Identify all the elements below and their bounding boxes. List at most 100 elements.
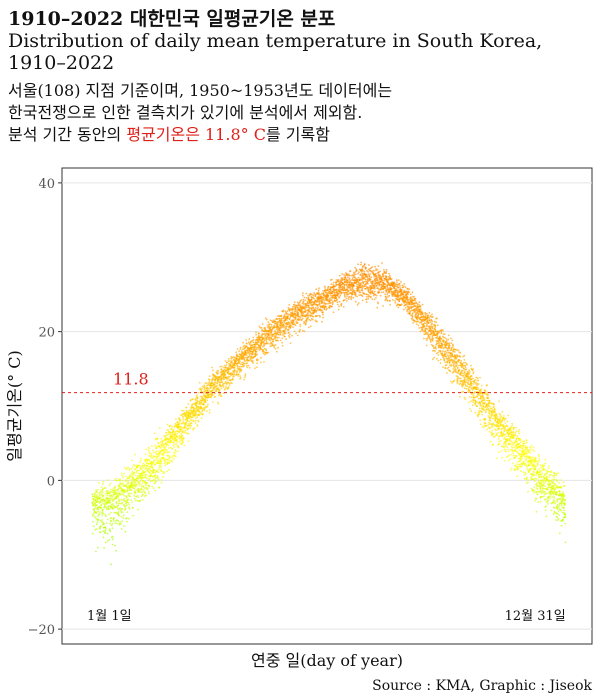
data-point [413, 295, 415, 298]
data-point [174, 432, 176, 434]
data-point [120, 482, 122, 484]
data-point [292, 308, 295, 311]
data-point [131, 466, 134, 468]
data-point [463, 359, 466, 361]
data-point [167, 451, 169, 454]
data-point [395, 279, 398, 281]
data-point [214, 378, 217, 381]
data-point [117, 494, 120, 497]
data-point [463, 371, 466, 373]
data-point [297, 306, 300, 309]
data-point [258, 332, 260, 335]
data-point [125, 480, 127, 483]
data-point [426, 312, 428, 315]
data-point [135, 484, 138, 486]
data-point [115, 493, 117, 495]
data-point [474, 411, 477, 414]
data-point [289, 327, 292, 329]
data-point [178, 423, 181, 425]
data-point [126, 499, 129, 501]
data-point [187, 427, 190, 430]
data-point [152, 471, 155, 474]
data-point [150, 474, 153, 477]
data-point [464, 366, 467, 368]
data-point [431, 358, 434, 360]
data-point [284, 315, 287, 318]
data-point [442, 329, 444, 332]
data-point [336, 301, 339, 304]
data-point [157, 477, 159, 479]
data-point [201, 387, 204, 390]
data-point [305, 292, 308, 295]
data-point [200, 401, 203, 403]
data-point [243, 358, 246, 361]
data-point [392, 299, 394, 301]
data-point [405, 298, 408, 301]
data-point [354, 266, 356, 269]
data-point [358, 287, 361, 289]
data-point [337, 294, 340, 296]
data-point [129, 495, 132, 498]
data-point [435, 347, 437, 350]
data-point [436, 335, 439, 338]
data-point [281, 344, 284, 347]
data-point [197, 420, 200, 423]
data-point [463, 354, 466, 357]
data-point [446, 344, 448, 347]
data-point [492, 432, 495, 435]
data-point [239, 346, 242, 349]
data-point [260, 361, 262, 364]
data-point [461, 375, 464, 377]
data-point [127, 517, 130, 520]
data-point [423, 322, 426, 324]
data-point [144, 492, 147, 494]
data-point [111, 500, 114, 503]
data-point [153, 469, 156, 472]
data-point [154, 455, 157, 458]
data-point [283, 321, 286, 324]
data-point [169, 446, 172, 449]
data-point [273, 333, 275, 336]
data-point [421, 320, 424, 323]
data-point [472, 368, 474, 370]
data-point [146, 477, 148, 480]
data-point [433, 356, 435, 359]
data-point [144, 484, 147, 487]
data-point [196, 416, 199, 418]
data-point [166, 441, 169, 444]
data-point [145, 494, 148, 497]
data-point [450, 356, 452, 359]
data-point [375, 285, 377, 287]
data-point [204, 398, 207, 401]
data-point [419, 305, 422, 308]
data-point [492, 406, 495, 409]
data-point [275, 334, 277, 336]
data-point [182, 409, 185, 412]
data-point [102, 480, 105, 483]
data-point [95, 523, 98, 526]
data-point [311, 318, 314, 321]
data-point [389, 284, 392, 287]
data-point [171, 437, 174, 440]
data-point [490, 402, 493, 405]
data-point [304, 319, 307, 322]
data-point [153, 432, 156, 435]
data-point [419, 310, 421, 313]
data-point [265, 352, 267, 355]
data-point [179, 439, 182, 441]
data-point [336, 291, 338, 294]
data-point [280, 331, 283, 334]
data-point [309, 319, 312, 322]
data-point [148, 467, 151, 470]
data-point [347, 298, 350, 300]
data-point [245, 339, 248, 341]
data-point [315, 288, 318, 291]
data-point [469, 386, 472, 389]
data-point [487, 395, 489, 397]
data-point [240, 354, 243, 357]
data-point [151, 449, 154, 452]
data-point [284, 310, 287, 313]
data-point [207, 387, 209, 390]
data-point [135, 471, 138, 474]
data-point [417, 312, 420, 315]
